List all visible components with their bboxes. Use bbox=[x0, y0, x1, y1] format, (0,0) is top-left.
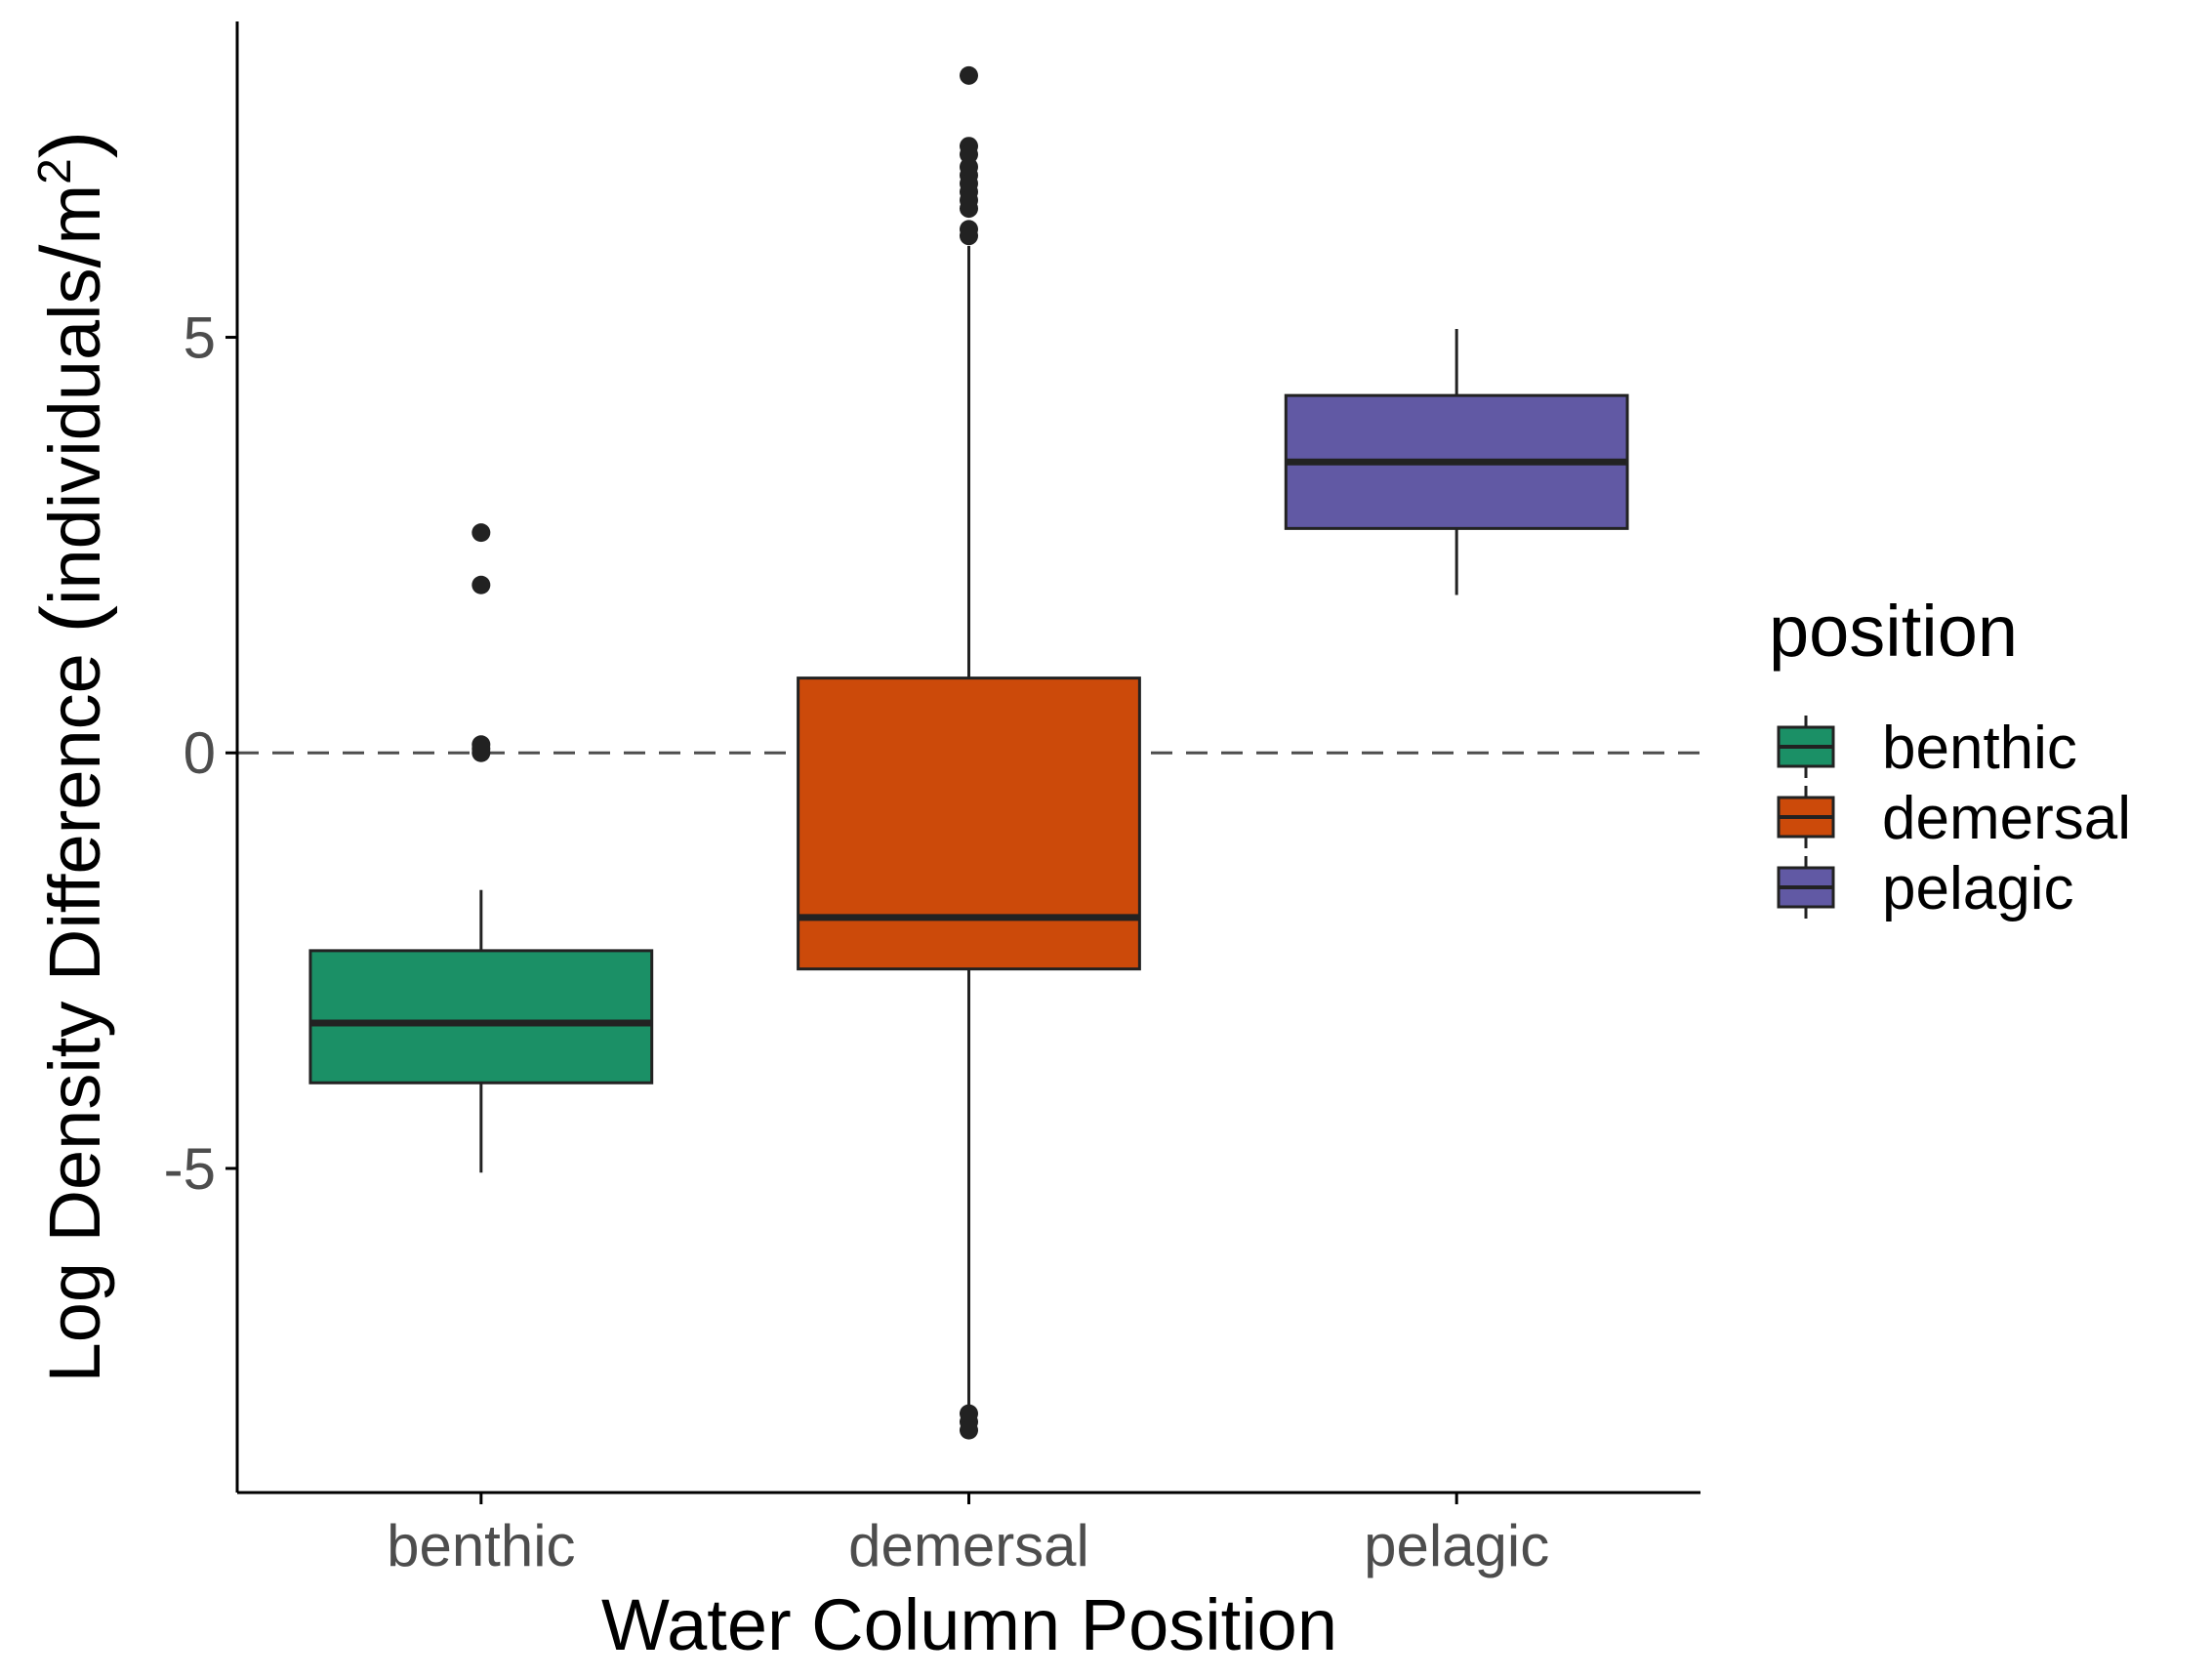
legend-title: position bbox=[1769, 591, 2018, 672]
box-body-demersal bbox=[797, 676, 1141, 971]
outlier-point-benthic bbox=[471, 523, 491, 543]
outlier-point-demersal bbox=[960, 199, 978, 219]
y-tick-label: 5 bbox=[184, 306, 216, 371]
x-tick-label: pelagic bbox=[1364, 1513, 1549, 1578]
y-axis-title: Log Density Difference (individuals/m2) bbox=[24, 131, 118, 1383]
y-axis-title-main: Log Density Difference bbox=[34, 634, 115, 1383]
x-tick-label: benthic bbox=[387, 1513, 575, 1578]
legend-label-benthic: benthic bbox=[1882, 715, 2077, 782]
box-demersal bbox=[797, 65, 1141, 1440]
outlier-point-benthic bbox=[471, 743, 491, 762]
y-axis-title-unit: individuals bbox=[34, 267, 115, 605]
outlier-point-demersal bbox=[960, 226, 978, 246]
y-axis-title-superscript: 2 bbox=[29, 158, 81, 184]
y-axis-title-paren-close: ) bbox=[24, 131, 118, 159]
outlier-point-demersal bbox=[960, 65, 978, 85]
outlier-point-benthic bbox=[471, 575, 491, 594]
legend-item-benthic: benthic bbox=[1777, 715, 2077, 782]
y-tick-label: 0 bbox=[184, 720, 216, 786]
y-axis-title-slash: / bbox=[24, 244, 118, 267]
plot-area bbox=[237, 65, 1700, 1440]
legend-label-demersal: demersal bbox=[1882, 785, 2131, 852]
box-pelagic bbox=[1284, 329, 1629, 595]
outlier-point-demersal bbox=[960, 1420, 978, 1440]
axes: 5 0 -5 benthic demersal pelagic bbox=[164, 21, 1700, 1578]
x-axis-title: Water Column Position bbox=[601, 1584, 1337, 1665]
legend-item-pelagic: pelagic bbox=[1777, 855, 2073, 922]
legend-label-pelagic: pelagic bbox=[1882, 855, 2073, 922]
legend-item-demersal: demersal bbox=[1777, 785, 2131, 852]
y-axis-title-paren-open: ( bbox=[24, 605, 118, 634]
box-body-benthic bbox=[308, 949, 654, 1085]
x-tick-label: demersal bbox=[848, 1513, 1089, 1578]
box-benthic bbox=[308, 523, 654, 1173]
y-tick-label: -5 bbox=[164, 1136, 216, 1202]
y-axis-title-unit-m: m bbox=[34, 184, 115, 245]
